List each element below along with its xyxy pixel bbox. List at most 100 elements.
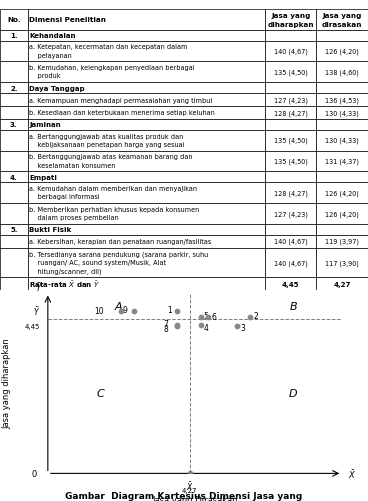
Bar	[0, 151, 28, 172]
Bar	[265, 62, 316, 83]
Bar	[28, 235, 265, 248]
Bar	[0, 120, 28, 131]
Text: $\bar{X}$: $\bar{X}$	[186, 479, 193, 492]
Bar	[265, 172, 316, 183]
Text: Daya Tanggap: Daya Tanggap	[29, 85, 85, 91]
Text: Gambar  Diagram Kartesius Dimensi Jasa yang: Gambar Diagram Kartesius Dimensi Jasa ya…	[66, 491, 302, 500]
Text: A: A	[115, 301, 123, 311]
Bar	[265, 10, 316, 31]
Text: kebijaksanaan penetapan harga yang sesuai: kebijaksanaan penetapan harga yang sesua…	[29, 142, 185, 148]
Text: b. Bertanggungjawab atas keamanan barang dan: b. Bertanggungjawab atas keamanan barang…	[29, 154, 193, 160]
Text: diharapkan: diharapkan	[268, 22, 314, 28]
Text: 8: 8	[163, 325, 168, 334]
Text: b. Kesediaan dan keterbukaan menerima setiap keluhan: b. Kesediaan dan keterbukaan menerima se…	[29, 110, 215, 116]
Point	[118, 308, 124, 316]
Text: 1.: 1.	[10, 33, 18, 39]
Text: 4,45: 4,45	[282, 281, 300, 287]
Text: 140 (4,67): 140 (4,67)	[274, 49, 308, 55]
Bar	[316, 172, 368, 183]
Bar	[0, 235, 28, 248]
Bar	[316, 203, 368, 224]
Bar	[265, 235, 316, 248]
Point	[174, 323, 180, 331]
Text: ruangan/ AC, sound system/Musik, Alat: ruangan/ AC, sound system/Musik, Alat	[29, 260, 167, 266]
Bar	[28, 94, 265, 107]
Text: 5: 5	[204, 311, 209, 320]
Text: 4,45: 4,45	[25, 324, 40, 330]
Text: 6: 6	[211, 312, 216, 321]
Text: 9: 9	[123, 305, 128, 314]
Bar	[265, 248, 316, 278]
Text: 3.: 3.	[10, 122, 18, 128]
Bar	[316, 83, 368, 94]
Bar	[28, 83, 265, 94]
Text: 3: 3	[240, 324, 245, 333]
Bar	[265, 83, 316, 94]
Text: $\bar{X}$: $\bar{X}$	[348, 467, 356, 480]
Bar	[28, 62, 265, 83]
Bar	[265, 224, 316, 235]
Bar	[0, 172, 28, 183]
Bar	[28, 120, 265, 131]
Text: Kehandalan: Kehandalan	[29, 33, 76, 39]
Point	[174, 321, 180, 329]
Bar	[265, 183, 316, 203]
Text: 130 (4,33): 130 (4,33)	[325, 138, 359, 144]
Bar	[265, 94, 316, 107]
Bar	[265, 151, 316, 172]
Text: D: D	[289, 388, 298, 398]
Text: $\bar{Y}$: $\bar{Y}$	[33, 305, 40, 317]
Bar	[265, 120, 316, 131]
Text: dirasakan: dirasakan	[322, 22, 362, 28]
Bar	[0, 42, 28, 62]
Bar	[28, 10, 265, 31]
Bar	[316, 42, 368, 62]
Bar	[28, 278, 265, 291]
Bar	[265, 203, 316, 224]
Text: 2: 2	[254, 311, 258, 320]
Text: b. Kemudahan, kelengkapan penyediaan berbagai: b. Kemudahan, kelengkapan penyediaan ber…	[29, 65, 195, 71]
Text: 126 (4,20): 126 (4,20)	[325, 49, 359, 55]
Bar	[0, 62, 28, 83]
Bar	[316, 107, 368, 120]
Text: pelayanan: pelayanan	[29, 53, 72, 59]
Text: 117 (3,90): 117 (3,90)	[325, 260, 359, 266]
Bar	[0, 94, 28, 107]
Bar	[316, 31, 368, 42]
Bar	[28, 131, 265, 151]
Text: 5.: 5.	[10, 226, 18, 232]
Text: 140 (4,67): 140 (4,67)	[274, 260, 308, 266]
Bar	[28, 107, 265, 120]
Bar	[0, 83, 28, 94]
Text: Empati: Empati	[29, 174, 57, 180]
Text: 127 (4,23): 127 (4,23)	[274, 210, 308, 217]
Bar	[265, 107, 316, 120]
Bar	[0, 203, 28, 224]
Text: 1: 1	[167, 305, 171, 314]
Bar	[316, 131, 368, 151]
Bar	[28, 248, 265, 278]
Bar	[28, 151, 265, 172]
Text: a. Kemudahan dalam memberikan dan menyajikan: a. Kemudahan dalam memberikan dan menyaj…	[29, 186, 198, 192]
Bar	[316, 183, 368, 203]
Text: 119 (3,97): 119 (3,97)	[325, 238, 359, 245]
Text: 4: 4	[204, 323, 209, 332]
Text: b. Memberikan perhatian khusus kepada konsumen: b. Memberikan perhatian khusus kepada ko…	[29, 206, 200, 212]
Bar	[316, 94, 368, 107]
Bar	[0, 183, 28, 203]
Point	[234, 323, 240, 331]
Bar	[316, 235, 368, 248]
Bar	[0, 248, 28, 278]
Text: 130 (4,33): 130 (4,33)	[325, 110, 359, 116]
Bar	[28, 31, 265, 42]
Bar	[0, 224, 28, 235]
Text: 136 (4,53): 136 (4,53)	[325, 97, 359, 104]
Text: Jasa yang: Jasa yang	[271, 13, 310, 19]
Text: 10: 10	[95, 306, 104, 315]
Point	[247, 313, 253, 321]
Point	[198, 313, 204, 321]
Bar	[316, 10, 368, 31]
Point	[131, 308, 137, 316]
Text: dalam proses pembelian: dalam proses pembelian	[29, 214, 119, 220]
Point	[198, 321, 204, 329]
